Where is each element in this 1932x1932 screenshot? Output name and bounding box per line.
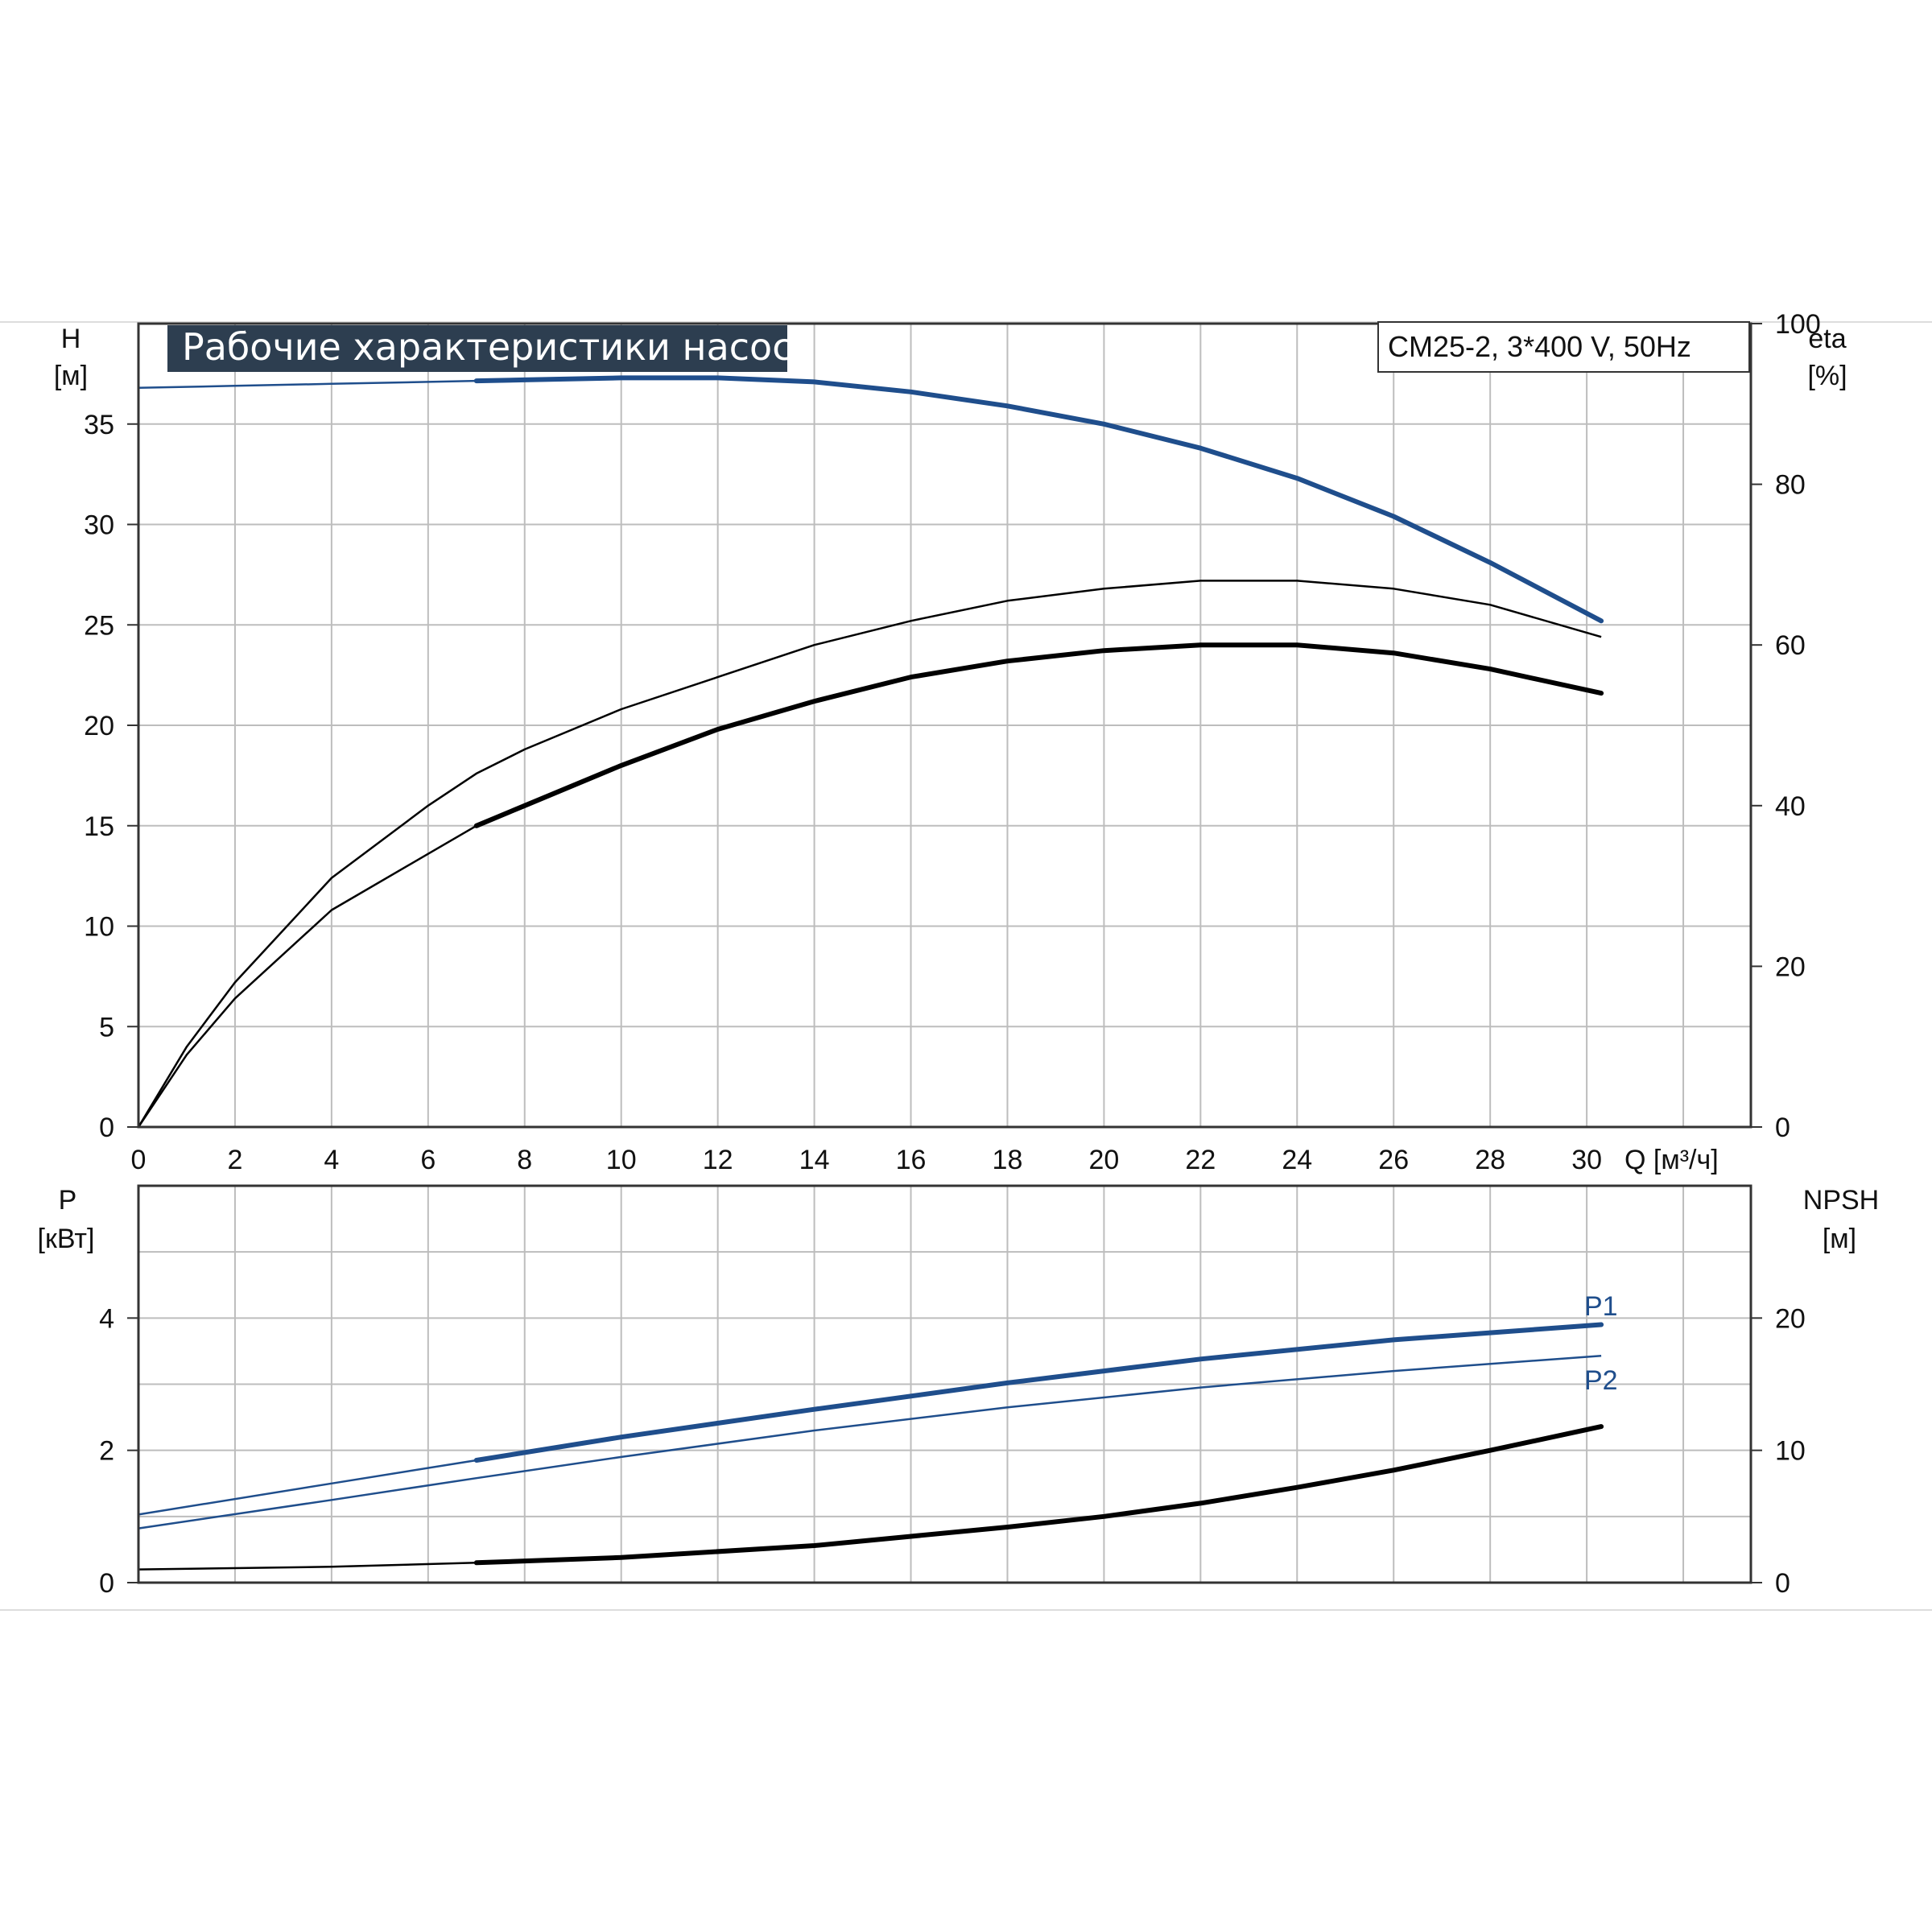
x-tick-label: 30 (1571, 1145, 1602, 1175)
p-axis-unit: [кВт] (38, 1224, 95, 1254)
top-plot-frame (137, 322, 1752, 1129)
x-tick-label: 26 (1378, 1145, 1409, 1175)
right-tick-label: 20 (1775, 1303, 1806, 1334)
right-tick-label: 10 (1775, 1436, 1806, 1467)
x-tick-label: 16 (896, 1145, 927, 1175)
left-tick-label: 25 (84, 610, 114, 641)
left-tick-label: 15 (84, 811, 114, 842)
x-tick-label: 6 (420, 1145, 436, 1175)
series-curve-thick (473, 375, 1604, 624)
model-label: CM25-2, 3*400 V, 50Hz (1388, 330, 1691, 363)
left-tick-label: 35 (84, 410, 114, 440)
q-axis-label: Q [м³/ч] (1624, 1145, 1719, 1175)
right-tick-label: 40 (1775, 791, 1806, 822)
x-tick-label: 28 (1475, 1145, 1505, 1175)
model-label-box (1377, 321, 1750, 373)
series-curve-thin (138, 1425, 1602, 1571)
eta-axis-label: eta (1808, 324, 1846, 354)
series-curve-thin (138, 1323, 1602, 1516)
series-curve-thin (137, 643, 1602, 1128)
left-tick-label: 5 (99, 1012, 114, 1042)
curve-layer (137, 375, 1604, 1571)
series-curve-thick (473, 1424, 1604, 1566)
left-tick-label: 30 (84, 510, 114, 541)
x-tick-label: 12 (703, 1145, 733, 1175)
right-tick-label: 100 (1775, 309, 1821, 340)
series-curve-thin (138, 1354, 1602, 1530)
p-axis-label: P (59, 1185, 77, 1216)
h-axis-label: H (61, 324, 81, 354)
x-tick-label: 20 (1088, 1145, 1119, 1175)
x-tick-label: 22 (1185, 1145, 1216, 1175)
x-tick-label: 8 (517, 1145, 532, 1175)
x-tick-label: 2 (227, 1145, 242, 1175)
grid-layer (138, 324, 1751, 1583)
left-tick-label: 4 (99, 1303, 114, 1334)
bottom-plot-frame (137, 1184, 1752, 1584)
x-tick-label: 4 (324, 1145, 339, 1175)
chart-title-box (167, 325, 787, 372)
series-curve-thick (473, 642, 1604, 828)
left-tick-label: 20 (84, 711, 114, 741)
right-tick-label: 60 (1775, 630, 1806, 661)
right-tick-label: 0 (1775, 1568, 1790, 1599)
series-curve-thin (138, 377, 1602, 622)
npsh-axis-unit: [м] (1823, 1224, 1856, 1254)
series-curve-thick (473, 1322, 1604, 1463)
left-tick-label: 10 (84, 912, 114, 943)
right-tick-label: 20 (1775, 952, 1806, 982)
x-tick-label: 24 (1282, 1145, 1312, 1175)
chart-title: Рабочие характеристики насоса (182, 325, 815, 369)
h-axis-unit: [м] (54, 361, 88, 391)
eta-axis-unit: [%] (1807, 361, 1847, 391)
left-tick-label: 0 (99, 1568, 114, 1599)
x-tick-label: 14 (799, 1145, 830, 1175)
x-tick-label: 0 (131, 1145, 147, 1175)
right-tick-label: 80 (1775, 470, 1806, 501)
npsh-axis-label: NPSH (1803, 1185, 1879, 1216)
x-tick-label: 10 (606, 1145, 637, 1175)
series-curve-thin (137, 580, 1602, 1128)
right-tick-label: 0 (1775, 1113, 1790, 1143)
p2-series-label: P2 (1584, 1365, 1618, 1396)
p1-series-label: P1 (1584, 1291, 1618, 1322)
left-tick-label: 2 (99, 1436, 114, 1467)
left-tick-label: 0 (99, 1113, 114, 1143)
x-tick-label: 18 (993, 1145, 1023, 1175)
